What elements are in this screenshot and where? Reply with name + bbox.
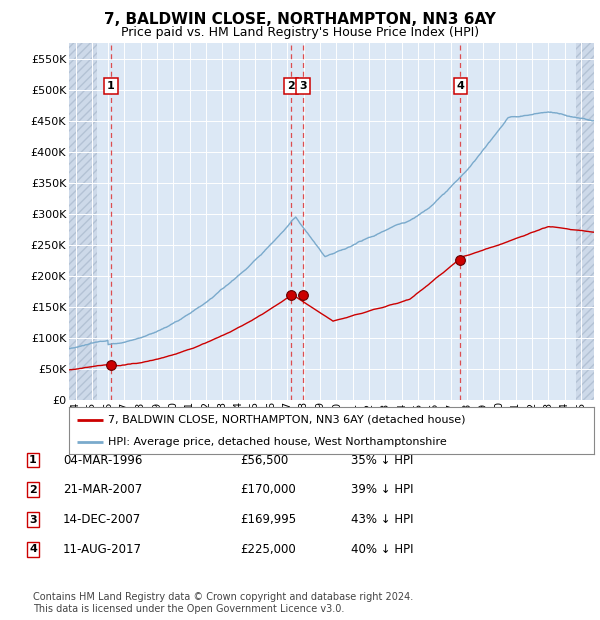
Text: £56,500: £56,500: [240, 454, 288, 466]
Text: 3: 3: [29, 515, 37, 525]
Text: 3: 3: [299, 81, 307, 91]
Bar: [576, 43, 594, 400]
Text: 1: 1: [107, 81, 115, 91]
Text: 11-AUG-2017: 11-AUG-2017: [63, 543, 142, 556]
Text: 43% ↓ HPI: 43% ↓ HPI: [351, 513, 413, 526]
Text: 4: 4: [29, 544, 37, 554]
Text: 2: 2: [29, 485, 37, 495]
Text: 1: 1: [29, 455, 37, 465]
Text: 04-MAR-1996: 04-MAR-1996: [63, 454, 142, 466]
Text: Contains HM Land Registry data © Crown copyright and database right 2024.
This d: Contains HM Land Registry data © Crown c…: [33, 592, 413, 614]
Text: 35% ↓ HPI: 35% ↓ HPI: [351, 454, 413, 466]
Text: Price paid vs. HM Land Registry's House Price Index (HPI): Price paid vs. HM Land Registry's House …: [121, 26, 479, 39]
Text: £170,000: £170,000: [240, 484, 296, 496]
Text: £225,000: £225,000: [240, 543, 296, 556]
Text: 7, BALDWIN CLOSE, NORTHAMPTON, NN3 6AY (detached house): 7, BALDWIN CLOSE, NORTHAMPTON, NN3 6AY (…: [109, 415, 466, 425]
Text: 39% ↓ HPI: 39% ↓ HPI: [351, 484, 413, 496]
Text: £169,995: £169,995: [240, 513, 296, 526]
Text: 4: 4: [457, 81, 464, 91]
Text: 2: 2: [287, 81, 295, 91]
Text: 7, BALDWIN CLOSE, NORTHAMPTON, NN3 6AY: 7, BALDWIN CLOSE, NORTHAMPTON, NN3 6AY: [104, 12, 496, 27]
Text: 14-DEC-2007: 14-DEC-2007: [63, 513, 141, 526]
Text: 21-MAR-2007: 21-MAR-2007: [63, 484, 142, 496]
Bar: [69, 43, 97, 400]
Text: HPI: Average price, detached house, West Northamptonshire: HPI: Average price, detached house, West…: [109, 437, 447, 447]
Text: 40% ↓ HPI: 40% ↓ HPI: [351, 543, 413, 556]
